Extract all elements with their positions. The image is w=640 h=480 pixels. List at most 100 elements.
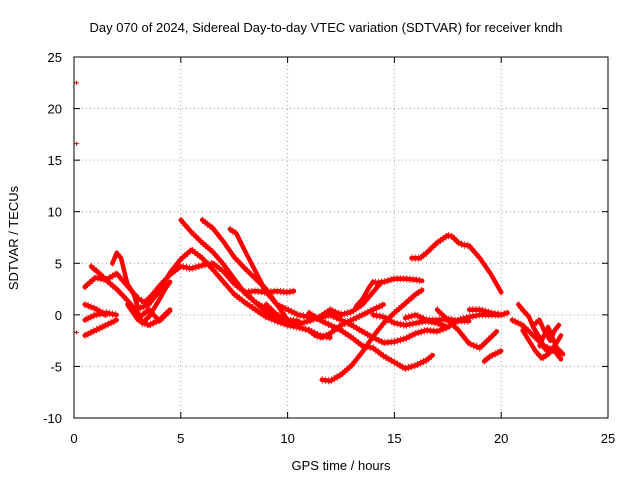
series-marker-texture [532, 322, 560, 345]
x-tick-label: 20 [494, 431, 508, 446]
series-line [110, 247, 301, 328]
series-line [466, 307, 510, 318]
data-series [263, 278, 384, 328]
data-series [466, 306, 510, 319]
series-marker-texture [404, 311, 470, 319]
series-marker-texture [308, 315, 434, 373]
series-marker-texture [532, 316, 560, 339]
x-axis-label: GPS time / hours [292, 458, 391, 473]
series-line [537, 324, 566, 357]
data-series [82, 316, 119, 340]
series-line [328, 312, 451, 345]
series-marker-texture [483, 353, 502, 365]
series-marker-texture [84, 316, 117, 334]
series-marker-texture [308, 300, 384, 336]
series-marker-texture [180, 222, 331, 342]
series-line [306, 310, 436, 371]
grid [74, 57, 608, 418]
data-series [178, 216, 333, 342]
x-tick-label: 0 [70, 431, 77, 446]
data-series [306, 309, 436, 373]
y-tick-label: 0 [55, 308, 62, 323]
outlier-point [74, 80, 79, 85]
series-marker-texture [244, 287, 295, 290]
data-series-group [82, 216, 566, 385]
series-line [481, 348, 504, 364]
data-series [370, 311, 504, 331]
data-series [328, 311, 451, 347]
series-marker-texture [469, 312, 508, 319]
series-marker-texture [84, 306, 107, 319]
series-marker-texture [321, 286, 423, 379]
series-marker-texture [355, 275, 423, 304]
data-series [242, 287, 297, 296]
series-marker-texture [142, 311, 171, 325]
data-series [409, 231, 504, 296]
series-line [530, 317, 562, 343]
data-series [82, 309, 119, 324]
series-marker-texture [84, 322, 117, 340]
series-marker-texture [265, 284, 383, 328]
series-line [402, 312, 472, 324]
series-line [88, 264, 173, 326]
tick-group [73, 56, 609, 419]
data-series [353, 275, 425, 310]
series-marker-texture [539, 328, 564, 358]
x-tick-label: 25 [601, 431, 615, 446]
y-tick-label: 15 [48, 153, 62, 168]
data-series [402, 311, 472, 325]
data-series [140, 305, 173, 325]
series-marker-texture [404, 317, 470, 325]
y-tick-label: 20 [48, 102, 62, 117]
data-series [530, 316, 562, 345]
data-series [306, 300, 386, 342]
series-marker-texture [180, 216, 331, 336]
series-line [140, 307, 173, 324]
series-marker-texture [372, 311, 502, 325]
series-line [263, 279, 384, 327]
series-marker-texture [511, 322, 562, 363]
series-line [82, 317, 119, 338]
y-tick-label: -10 [43, 411, 62, 426]
data-series [88, 262, 173, 328]
data-series [434, 306, 500, 352]
series-line [353, 276, 425, 309]
series-marker-texture [355, 281, 423, 310]
series-marker-texture [308, 309, 434, 367]
series-marker-texture [142, 305, 171, 319]
y-tick-label: 5 [55, 256, 62, 271]
outlier-group [74, 80, 79, 335]
series-marker-texture [84, 300, 107, 313]
series-line [178, 217, 333, 340]
series-marker-texture [265, 278, 383, 322]
series-marker-texture [372, 317, 502, 331]
series-marker-texture [308, 306, 384, 342]
series-marker-texture [84, 265, 299, 327]
plot-frame [73, 56, 609, 419]
series-line [242, 288, 297, 295]
x-tick-label: 15 [387, 431, 401, 446]
series-marker-texture [539, 322, 564, 352]
series-line [434, 307, 500, 351]
y-tick-label: -5 [50, 359, 62, 374]
x-tick-label: 10 [280, 431, 294, 446]
series-marker-texture [483, 347, 502, 359]
data-series [199, 216, 301, 325]
outlier-point [74, 330, 79, 335]
series-line [199, 217, 301, 324]
y-tick-label: 10 [48, 205, 62, 220]
y-tick-label: 25 [48, 50, 62, 65]
outlier-point [74, 141, 79, 146]
x-tick-labels: 0 5 10 15 20 25 [70, 431, 615, 446]
series-line [409, 233, 504, 295]
y-tick-labels: -10 -5 0 5 10 15 20 25 [43, 50, 62, 426]
series-marker-texture [111, 252, 299, 329]
data-series [537, 322, 566, 358]
y-axis-label: SDTVAR / TECUs [6, 185, 21, 290]
series-line [82, 310, 119, 323]
series-marker-texture [469, 306, 508, 313]
series-line [306, 302, 386, 340]
series-marker-texture [522, 332, 562, 362]
data-series [481, 347, 504, 365]
